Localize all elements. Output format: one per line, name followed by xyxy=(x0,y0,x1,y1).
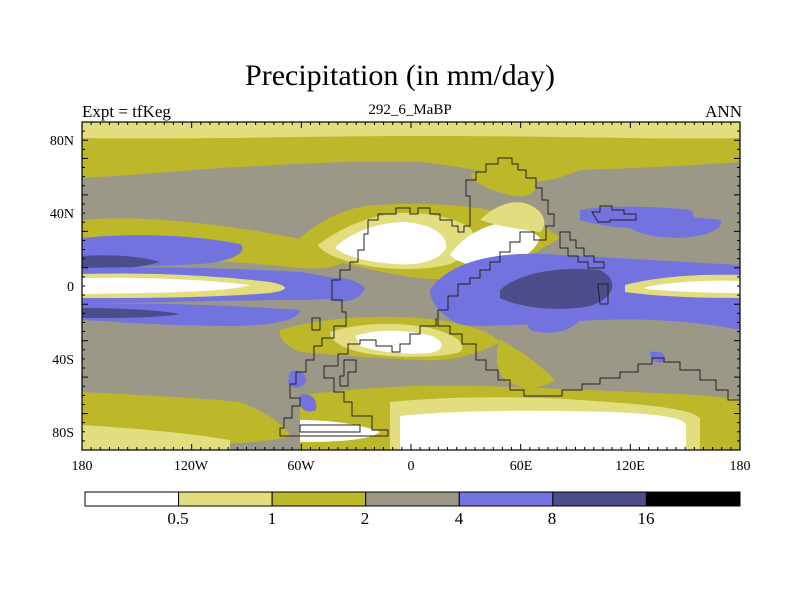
field-1-2-asia xyxy=(470,168,537,197)
field-4-8-north-east2 xyxy=(620,216,721,238)
y-tick-label: 0 xyxy=(67,280,74,295)
y-tick-label: 80S xyxy=(52,426,74,441)
y-tick-label: 40S xyxy=(52,353,74,368)
colorbar-box xyxy=(458,491,554,507)
field-1-2-south-east xyxy=(496,340,555,388)
field-05-1-south-west xyxy=(82,425,230,450)
x-tick-label: 0 xyxy=(408,459,415,474)
island-equator-east xyxy=(597,283,609,305)
y-tick-label: 40N xyxy=(50,207,74,222)
supercontinent-west-coast xyxy=(279,220,437,437)
field-4-8-south-east xyxy=(520,308,580,333)
colorbar xyxy=(84,491,741,507)
colorbar-box xyxy=(271,491,367,507)
axis-ticks xyxy=(81,121,741,451)
field-lt05-south-subtropic xyxy=(355,330,442,354)
field-05-1-asia xyxy=(480,202,545,232)
period-label: 292_6_MaBP xyxy=(368,102,452,118)
island-south-west xyxy=(311,317,321,331)
x-tick-label: 120E xyxy=(615,459,645,474)
colorbar-label: 8 xyxy=(548,509,557,528)
experiment-label: Expt = tfKeg xyxy=(82,102,171,121)
colorbar-box xyxy=(552,491,647,507)
x-tick-label: 180 xyxy=(72,459,93,474)
map-title: Precipitation (in mm/day) xyxy=(245,59,555,92)
field-lt05-antarctic xyxy=(400,410,686,450)
colorbar-box xyxy=(178,491,273,507)
field-lt05-north-interior xyxy=(335,222,447,265)
island-south xyxy=(339,359,357,387)
field-8-16-north-pacific xyxy=(82,255,160,270)
coastlines xyxy=(279,157,740,437)
field-4-8-south-patch3 xyxy=(650,351,666,363)
x-tick-label: 120W xyxy=(174,459,209,474)
island-north-east xyxy=(591,205,637,223)
colorbar-labels: 0.5 1 2 4 8 16 xyxy=(167,509,654,528)
field-lt05-equator-west xyxy=(82,277,250,294)
colorbar-label: 16 xyxy=(638,509,655,528)
season-label: ANN xyxy=(705,102,742,121)
field-lt05-equator-east xyxy=(645,280,740,293)
x-tick-label: 60E xyxy=(510,459,533,474)
colorbar-label: 1 xyxy=(268,509,277,528)
colorbar-label: 4 xyxy=(455,509,464,528)
field-4-8-equator-center xyxy=(317,277,365,302)
field-8-16-equator-east xyxy=(500,268,613,309)
precipitation-field xyxy=(82,122,740,450)
x-tick-label: 180 xyxy=(730,459,751,474)
peninsula-east xyxy=(559,231,605,269)
field-4-8-equator-south-west xyxy=(82,303,300,326)
y-axis: 80N 40N 0 40S 80S xyxy=(50,134,74,441)
colorbar-label: 0.5 xyxy=(167,509,188,528)
island-antarctic xyxy=(299,424,361,433)
field-8-16-south-pacific xyxy=(82,308,180,318)
colorbar-label: 2 xyxy=(361,509,370,528)
x-axis: 180 120W 60W 0 60E 120E 180 xyxy=(72,459,751,474)
colorbar-box xyxy=(645,491,741,507)
y-tick-label: 80N xyxy=(50,134,74,149)
field-05-1-arctic xyxy=(82,122,740,139)
colorbar-box xyxy=(365,491,460,507)
x-tick-label: 60W xyxy=(287,459,315,474)
field-4-8-south-patch2 xyxy=(300,394,317,412)
supercontinent-east-coast xyxy=(368,157,740,401)
colorbar-box xyxy=(84,491,180,507)
